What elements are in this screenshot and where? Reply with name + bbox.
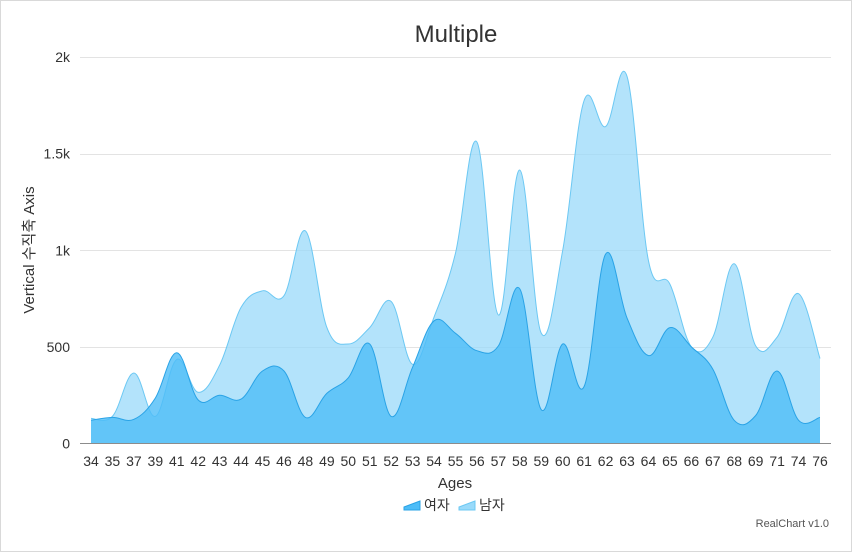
legend-marker — [458, 500, 476, 511]
x-tick-label: 69 — [748, 453, 764, 469]
x-tick-label: 60 — [555, 453, 571, 469]
x-tick-label: 63 — [619, 453, 635, 469]
x-tick-label: 46 — [276, 453, 292, 469]
x-tick-label: 52 — [383, 453, 399, 469]
x-tick-label: 68 — [726, 453, 742, 469]
x-tick-label: 48 — [298, 453, 314, 469]
x-tick-label: 43 — [212, 453, 228, 469]
legend: 여자 남자 — [403, 497, 505, 513]
x-tick-label: 59 — [533, 453, 549, 469]
y-axis-ticks: 0 500 1k 1.5k 2k — [44, 49, 71, 452]
credit-text: RealChart v1.0 — [756, 518, 829, 530]
x-tick-label: 55 — [448, 453, 464, 469]
x-tick-label: 53 — [405, 453, 421, 469]
x-tick-label: 62 — [598, 453, 614, 469]
x-tick-label: 64 — [641, 453, 657, 469]
y-tick-label: 500 — [47, 339, 71, 355]
x-tick-label: 49 — [319, 453, 335, 469]
x-tick-label: 37 — [126, 453, 142, 469]
x-tick-label: 45 — [255, 453, 271, 469]
x-tick-label: 76 — [812, 453, 828, 469]
legend-marker — [403, 500, 421, 511]
x-tick-label: 71 — [769, 453, 785, 469]
x-tick-label: 50 — [341, 453, 357, 469]
x-tick-label: 57 — [491, 453, 507, 469]
x-tick-label: 35 — [105, 453, 121, 469]
series-area-0 — [91, 252, 820, 444]
x-tick-label: 34 — [83, 453, 99, 469]
y-tick-label: 2k — [55, 49, 71, 65]
chart-title: Multiple — [415, 21, 498, 48]
x-tick-label: 42 — [190, 453, 206, 469]
x-axis-ticks: 34 35 37 39 41 42 43 44 45 46 48 49 50 51 52 53 54 55 56 57… — [83, 453, 828, 469]
series-group — [90, 70, 821, 444]
legend-label: 남자 — [479, 497, 505, 513]
x-tick-label: 51 — [362, 453, 378, 469]
x-tick-label: 54 — [426, 453, 442, 469]
x-tick-label: 39 — [148, 453, 164, 469]
series-line-0 — [90, 251, 821, 426]
x-tick-label: 66 — [684, 453, 700, 469]
x-tick-label: 67 — [705, 453, 721, 469]
y-tick-label: 1.5k — [44, 146, 71, 162]
x-tick-label: 41 — [169, 453, 185, 469]
x-tick-label: 61 — [576, 453, 592, 469]
y-tick-label: 1k — [55, 242, 71, 258]
x-tick-label: 58 — [512, 453, 528, 469]
x-tick-label: 44 — [233, 453, 249, 469]
y-tick-label: 0 — [62, 436, 70, 452]
x-tick-label: 74 — [791, 453, 807, 469]
x-tick-label: 56 — [469, 453, 485, 469]
x-tick-label: 65 — [662, 453, 678, 469]
y-axis-title: Vertical 수직축 Axis — [21, 186, 38, 313]
x-axis-title: Ages — [438, 475, 472, 492]
legend-label: 여자 — [424, 497, 450, 513]
